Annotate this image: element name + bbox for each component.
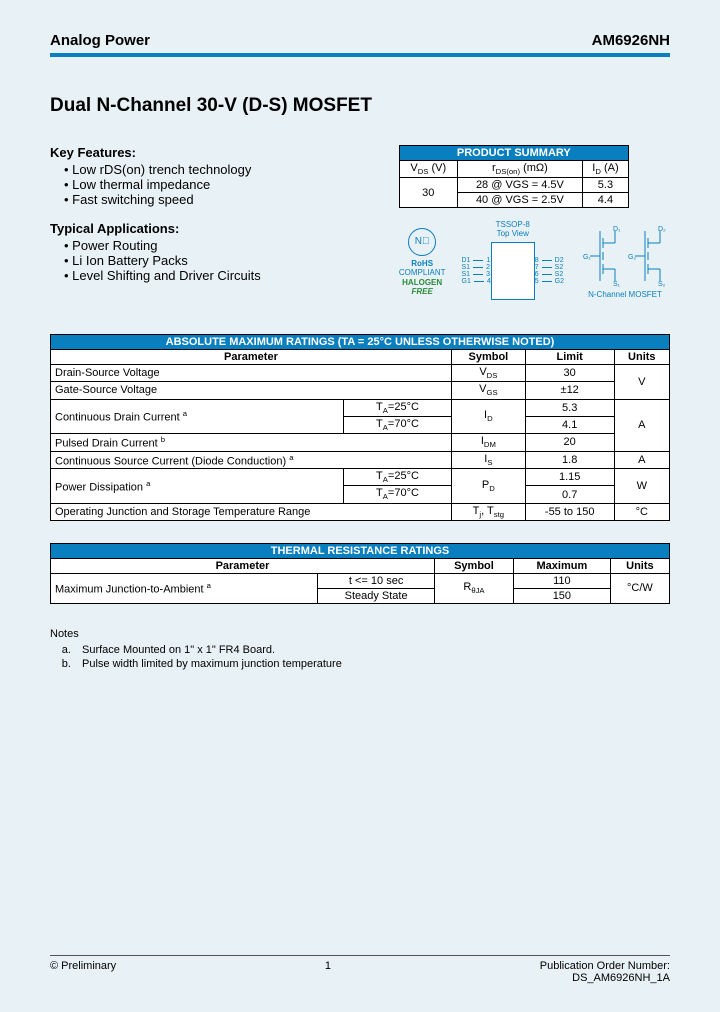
applications-list: Power Routing Li Ion Battery Packs Level… <box>50 238 379 283</box>
table-cell: TA=70°C <box>344 416 452 433</box>
part-number: AM6926NH <box>592 32 670 49</box>
svg-text:S₁: S₁ <box>613 281 621 288</box>
page-number: 1 <box>325 960 331 984</box>
note-item: Surface Mounted on 1" x 1" FR4 Board. <box>74 644 670 656</box>
thermal-table: THERMAL RESISTANCE RATINGS Parameter Sym… <box>50 543 670 604</box>
table-cell: PD <box>451 469 525 503</box>
table-cell: 28 @ VGS = 4.5V <box>457 178 582 193</box>
table-cell: VDS <box>451 365 525 382</box>
table-cell: A <box>614 399 669 451</box>
list-item: Low thermal impedance <box>64 177 379 192</box>
features-heading: Key Features: <box>50 145 379 160</box>
page-footer: © Preliminary 1 Publication Order Number… <box>50 955 670 984</box>
abs-max-table: ABSOLUTE MAXIMUM RATINGS (TA = 25°C UNLE… <box>50 334 670 521</box>
table-header: Parameter <box>51 350 452 365</box>
header-divider <box>50 53 670 57</box>
table-cell: 5.3 <box>583 178 629 193</box>
table-header: Units <box>610 558 669 573</box>
features-list: Low rDS(on) trench technology Low therma… <box>50 162 379 207</box>
table-cell: Power Dissipation a <box>51 469 344 503</box>
table-cell: Continuous Drain Current a <box>51 399 344 433</box>
table-cell: 150 <box>513 588 610 603</box>
table-cell: Continuous Source Current (Diode Conduct… <box>51 451 452 469</box>
table-header: VDS (V) <box>399 161 457 178</box>
abs-max-title: ABSOLUTE MAXIMUM RATINGS (TA = 25°C UNLE… <box>51 335 670 350</box>
table-cell: 4.1 <box>525 416 614 433</box>
table-cell: ID <box>451 399 525 433</box>
footer-pub-value: DS_AM6926NH_1A <box>572 972 670 984</box>
table-cell: 0.7 <box>525 486 614 503</box>
table-cell: W <box>614 469 669 503</box>
table-cell: 1.15 <box>525 469 614 486</box>
table-header: Maximum <box>513 558 610 573</box>
list-item: Fast switching speed <box>64 192 379 207</box>
rohs-icon: N⃠ <box>408 228 436 256</box>
table-cell: °C <box>614 503 669 520</box>
table-header: Symbol <box>434 558 513 573</box>
list-item: Low rDS(on) trench technology <box>64 162 379 177</box>
table-header: Units <box>614 350 669 365</box>
table-header: Parameter <box>51 558 435 573</box>
footer-pub-label: Publication Order Number: <box>540 960 670 972</box>
table-cell: 1.8 <box>525 451 614 469</box>
table-cell: ±12 <box>525 382 614 399</box>
table-header: rDS(on) (mΩ) <box>457 161 582 178</box>
table-cell: Pulsed Drain Current b <box>51 433 452 451</box>
svg-text:G₂: G₂ <box>628 254 636 261</box>
product-summary-table: PRODUCT SUMMARY VDS (V) rDS(on) (mΩ) ID … <box>399 145 629 208</box>
table-cell: 20 <box>525 433 614 451</box>
mosfet-symbol: D₁ D₂ G₁ G₂ S₁ S₂ N-Channel MOSFET <box>580 226 670 299</box>
table-header: Symbol <box>451 350 525 365</box>
table-cell: Drain-Source Voltage <box>51 365 452 382</box>
table-cell: Tj, Tstg <box>451 503 525 520</box>
table-cell: Operating Junction and Storage Temperatu… <box>51 503 452 520</box>
table-cell: -55 to 150 <box>525 503 614 520</box>
table-cell: t <= 10 sec <box>318 573 435 588</box>
table-cell: VGS <box>451 382 525 399</box>
table-cell: 40 @ VGS = 2.5V <box>457 193 582 208</box>
table-cell: A <box>614 451 669 469</box>
table-cell: TA=25°C <box>344 469 452 486</box>
table-cell: IDM <box>451 433 525 451</box>
table-cell: Gate-Source Voltage <box>51 382 452 399</box>
table-cell: TA=25°C <box>344 399 452 416</box>
table-cell: °C/W <box>610 573 669 603</box>
table-cell: Maximum Junction-to-Ambient a <box>51 573 318 603</box>
table-cell: Steady State <box>318 588 435 603</box>
table-cell: 30 <box>399 178 457 208</box>
thermal-title: THERMAL RESISTANCE RATINGS <box>51 543 670 558</box>
svg-text:D₂: D₂ <box>658 226 666 233</box>
company-name: Analog Power <box>50 32 150 49</box>
table-header: Limit <box>525 350 614 365</box>
svg-text:D₁: D₁ <box>613 226 621 233</box>
notes-section: Notes Surface Mounted on 1" x 1" FR4 Boa… <box>50 628 670 670</box>
rohs-badge: N⃠ RoHS COMPLIANT HALOGEN FREE <box>399 228 446 297</box>
table-cell: RθJA <box>434 573 513 603</box>
table-cell: TA=70°C <box>344 486 452 503</box>
page-title: Dual N-Channel 30-V (D-S) MOSFET <box>50 95 670 117</box>
applications-heading: Typical Applications: <box>50 221 379 236</box>
table-cell: IS <box>451 451 525 469</box>
package-diagram: TSSOP-8 Top View D11 S12 S13 G14 8D2 7S2… <box>462 220 565 304</box>
summary-title: PRODUCT SUMMARY <box>399 146 628 161</box>
footer-left: © Preliminary <box>50 960 116 984</box>
list-item: Power Routing <box>64 238 379 253</box>
notes-heading: Notes <box>50 628 670 640</box>
list-item: Level Shifting and Driver Circuits <box>64 268 379 283</box>
table-cell: 4.4 <box>583 193 629 208</box>
table-cell: V <box>614 365 669 399</box>
svg-text:G₁: G₁ <box>583 254 591 261</box>
table-cell: 5.3 <box>525 399 614 416</box>
svg-text:S₂: S₂ <box>658 281 666 288</box>
list-item: Li Ion Battery Packs <box>64 253 379 268</box>
table-cell: 110 <box>513 573 610 588</box>
table-header: ID (A) <box>583 161 629 178</box>
table-cell: 30 <box>525 365 614 382</box>
note-item: Pulse width limited by maximum junction … <box>74 658 670 670</box>
